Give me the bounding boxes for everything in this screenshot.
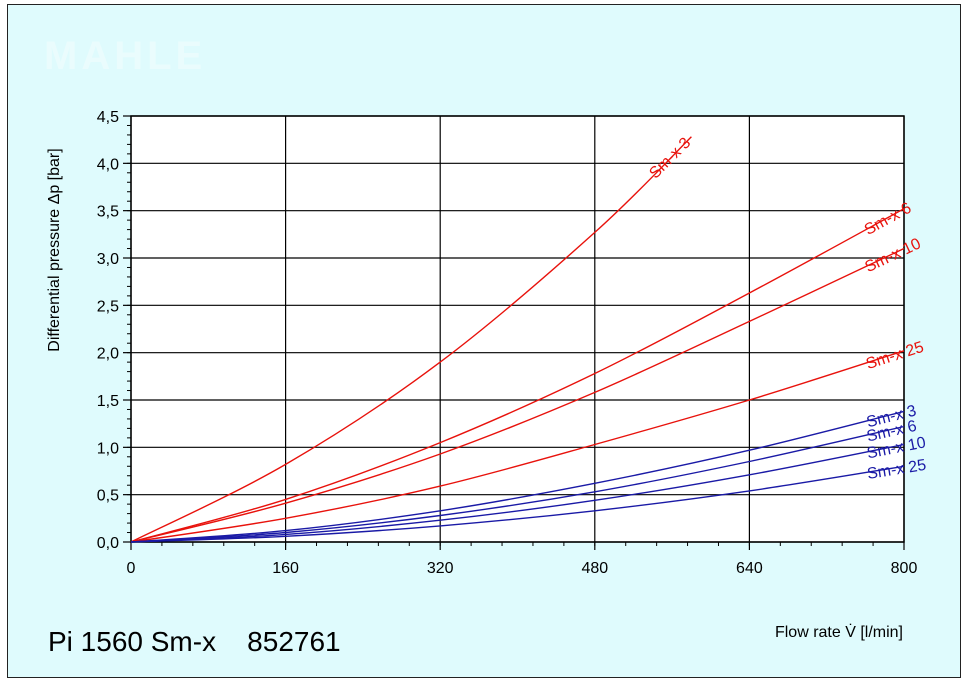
x-tick-label: 640 — [736, 560, 763, 577]
y-tick-label: 2,5 — [97, 298, 119, 315]
y-tick-label: 2,0 — [97, 346, 119, 363]
y-tick-label: 4,0 — [97, 156, 119, 173]
x-tick-label: 480 — [581, 560, 608, 577]
x-tick-label: 320 — [427, 560, 454, 577]
y-tick-label: 0,5 — [97, 488, 119, 505]
series-line — [130, 350, 905, 543]
y-tick-label: 4,5 — [97, 109, 119, 126]
y-tick-label: 1,0 — [97, 440, 119, 457]
plot-border — [130, 115, 905, 543]
series-line — [130, 443, 905, 543]
plot-area — [131, 116, 904, 542]
series-line — [130, 410, 905, 543]
series-line — [130, 465, 905, 543]
series-line — [130, 425, 905, 543]
x-tick-label: 0 — [127, 560, 136, 577]
y-tick-label: 3,0 — [97, 251, 119, 268]
chart: MAHLE 0,0 0,5 1,0 1,5 2,0 2,5 3,0 3,5 4,0 4,5 0 160… — [44, 34, 928, 657]
y-tick-label: 0,0 — [97, 535, 119, 552]
product-label: Pi 1560 Sm-x 852761 — [48, 626, 341, 657]
y-axis-title: Differential pressure Δp [bar] — [46, 148, 63, 351]
chart-frame: MAHLE 0,0 0,5 1,0 1,5 2,0 2,5 3,0 3,5 4,0 4,5 0 160… — [7, 4, 961, 678]
series-line — [130, 136, 692, 543]
x-tick-label: 800 — [891, 560, 918, 577]
watermark-logo: MAHLE — [44, 34, 206, 78]
y-tick-label: 1,5 — [97, 393, 119, 410]
series-line — [130, 247, 905, 543]
x-tick-label: 160 — [272, 560, 299, 577]
x-axis-title: Flow rate V̇ [l/min] — [775, 623, 903, 641]
series-line — [130, 208, 905, 543]
y-tick-label: 3,5 — [97, 204, 119, 221]
